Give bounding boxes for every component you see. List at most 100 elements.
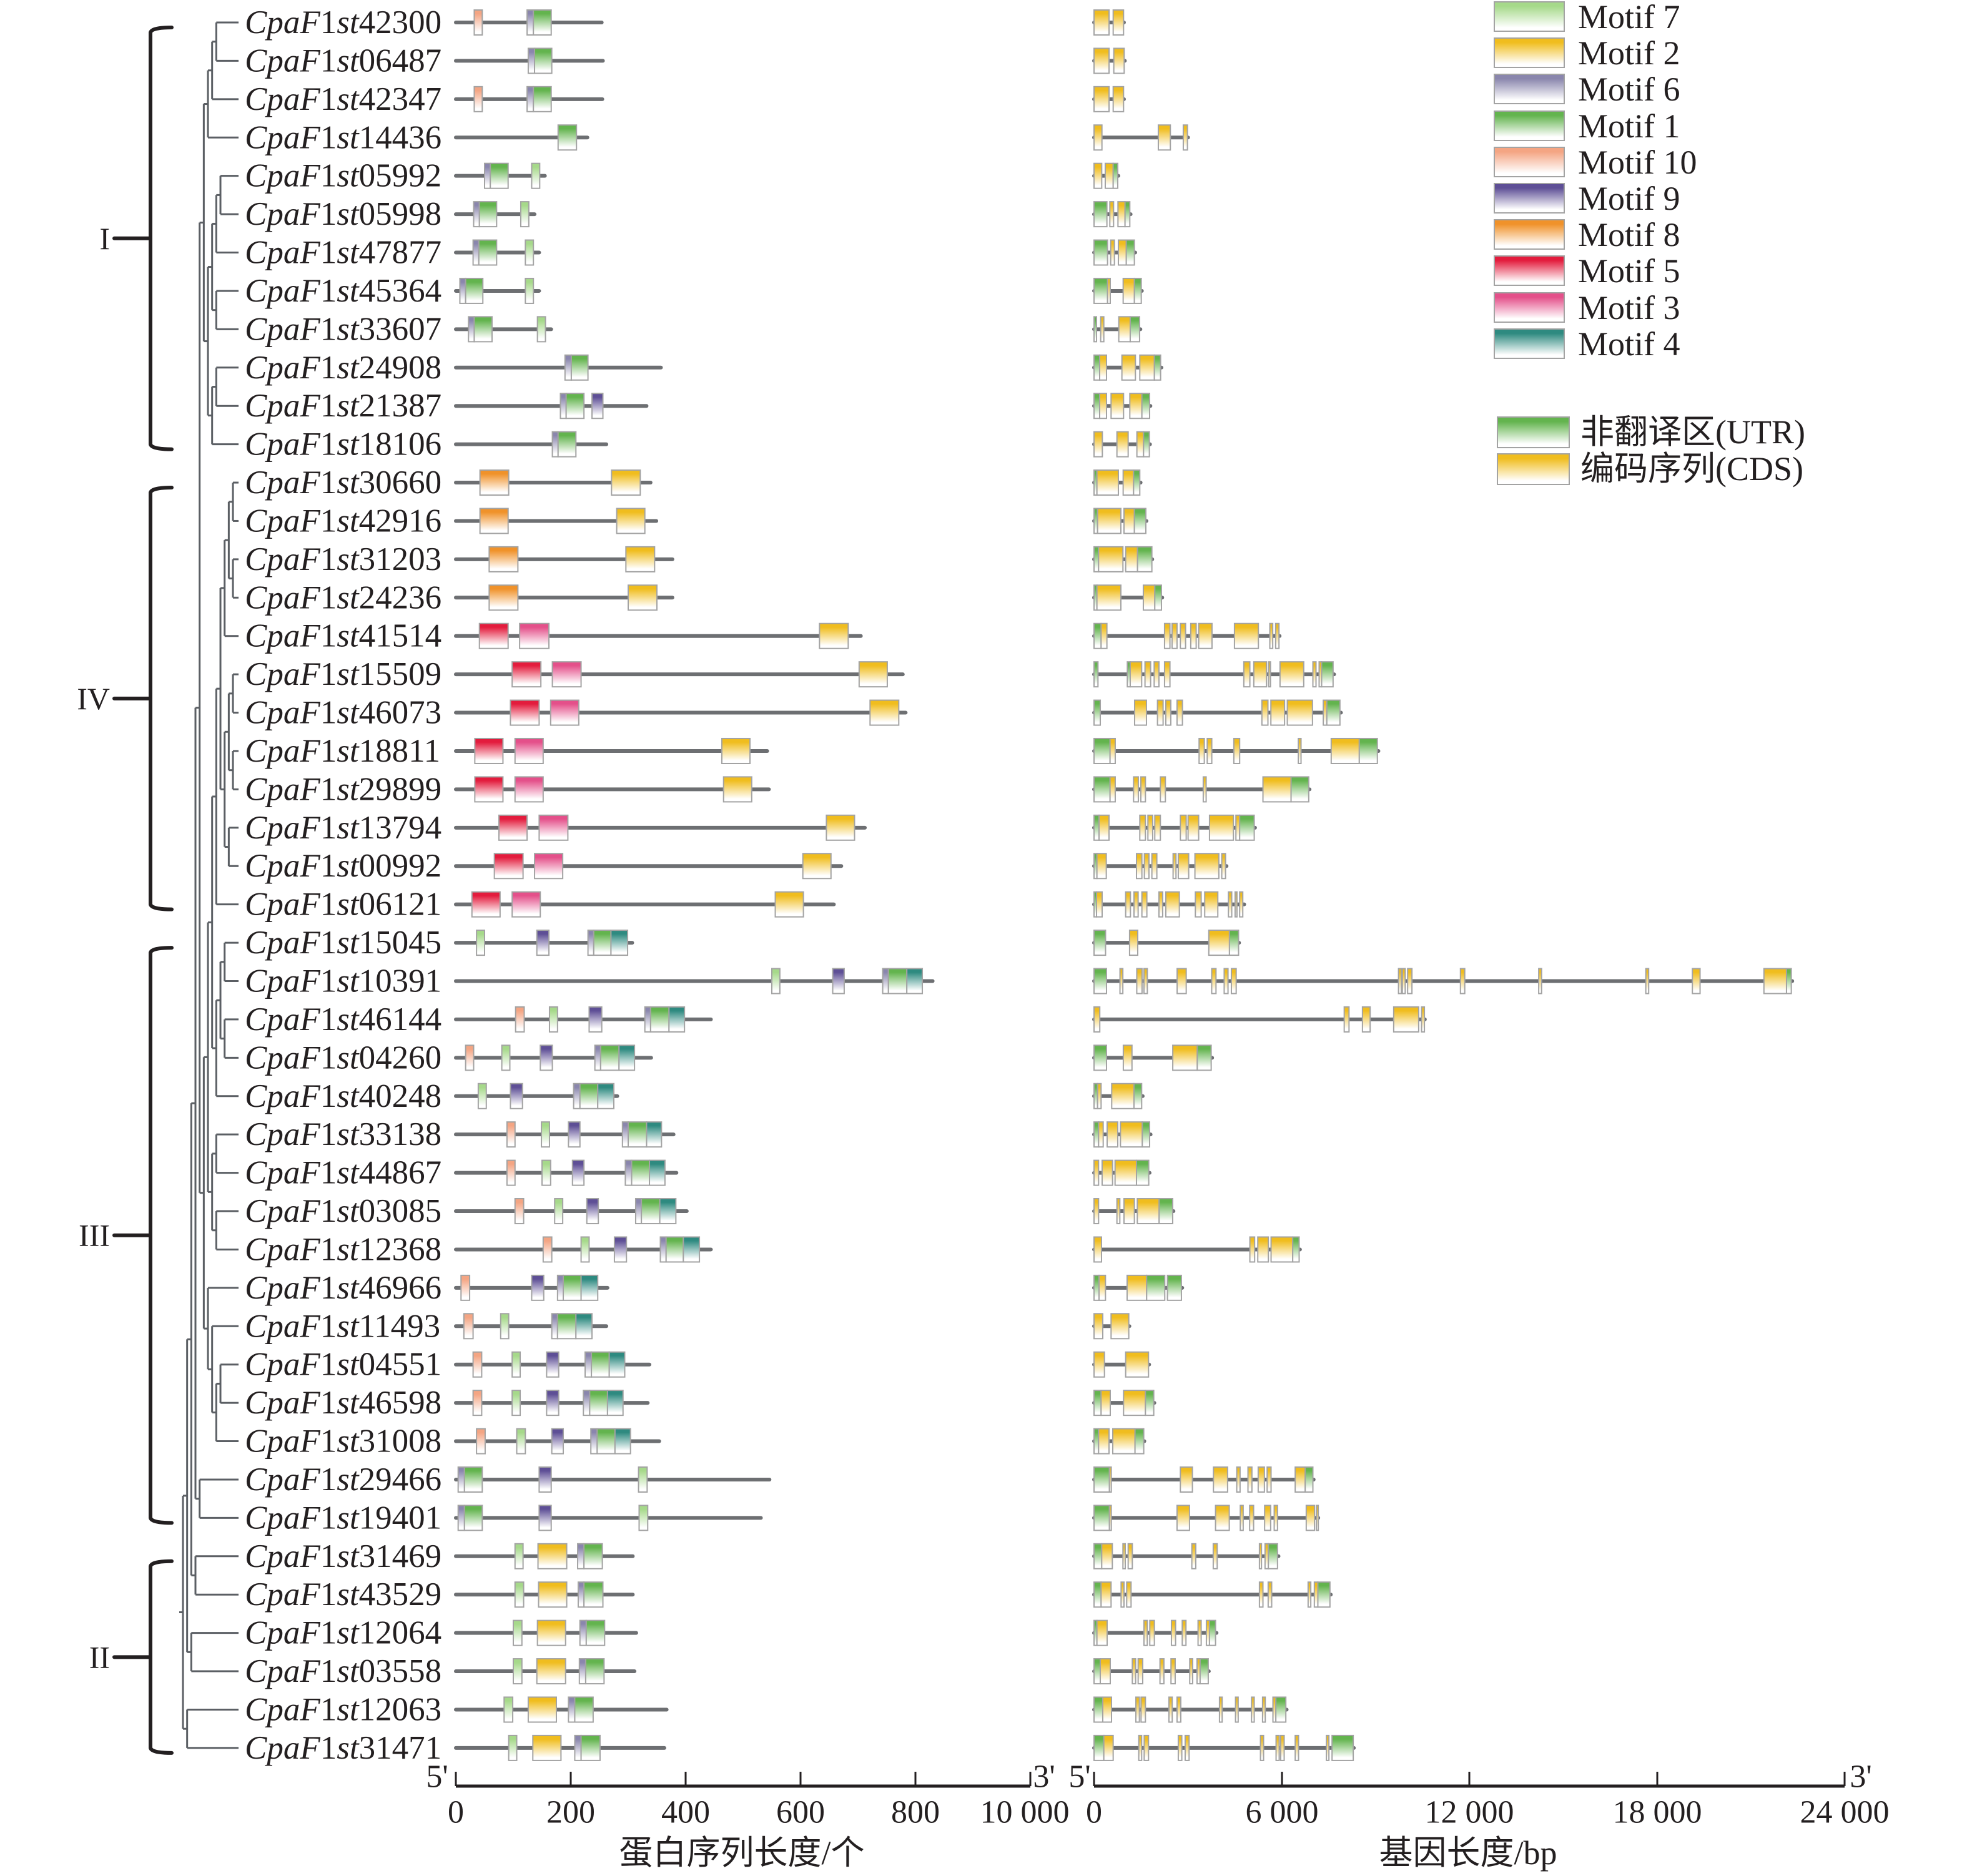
bracket-line bbox=[149, 1559, 174, 1755]
gene-name-roman-part: 1 bbox=[320, 311, 337, 347]
gene-row: CpaF1st06121 bbox=[245, 886, 1246, 923]
motif-2-box bbox=[774, 891, 804, 918]
gene-row: CpaF1st11493 bbox=[245, 1308, 1131, 1344]
gene-name-roman-part: 1 bbox=[320, 771, 337, 807]
gene-name-italic-part: st bbox=[337, 1538, 360, 1574]
motif-7-box bbox=[525, 277, 535, 304]
utr-box bbox=[1093, 814, 1100, 841]
gene-name: CpaF1st45364 bbox=[245, 273, 441, 309]
gene-name-roman-part: 1 bbox=[320, 158, 337, 194]
cds-box bbox=[1136, 431, 1145, 458]
cds-box bbox=[1172, 1044, 1198, 1071]
motif-7-box bbox=[580, 1236, 590, 1263]
gene-name-italic-part: CpaF bbox=[245, 1347, 320, 1383]
gene-structure-track bbox=[1092, 316, 1143, 343]
gene-row: CpaF1st42916 bbox=[245, 503, 1148, 539]
gene-row: CpaF1st12368 bbox=[245, 1231, 1302, 1267]
motif-4-box bbox=[668, 1006, 686, 1033]
gene-name-roman-part: 04551 bbox=[359, 1347, 442, 1383]
motif-10-box bbox=[473, 9, 483, 36]
motif-8-box bbox=[488, 584, 519, 611]
cds-box bbox=[1407, 968, 1413, 994]
motif-2-box bbox=[722, 776, 752, 803]
motif-3-box bbox=[551, 661, 582, 688]
motif-5-box bbox=[493, 853, 524, 880]
motif-9-box bbox=[538, 1505, 552, 1531]
motif-1-box bbox=[565, 393, 585, 420]
utr-box bbox=[1304, 1466, 1314, 1493]
cds-box bbox=[1258, 1543, 1263, 1569]
protein-motif-track bbox=[454, 1313, 609, 1340]
motif-10-box bbox=[476, 1428, 486, 1455]
cds-box bbox=[1093, 1198, 1100, 1225]
motif-9-box bbox=[568, 1121, 581, 1148]
legend-label: Motif 8 bbox=[1578, 216, 1680, 253]
gene-row: CpaF1st46966 bbox=[245, 1270, 1185, 1306]
utr-box bbox=[1093, 1121, 1100, 1148]
gene-structure-track bbox=[1092, 1581, 1333, 1608]
gene-name: CpaF1st41514 bbox=[245, 618, 441, 654]
gene-row: CpaF1st31203 bbox=[245, 541, 1155, 577]
cds-box bbox=[1233, 622, 1260, 649]
motif-1-box bbox=[490, 162, 509, 189]
motif-7-box bbox=[536, 316, 546, 343]
cds-box bbox=[1111, 1083, 1135, 1109]
gene-name: CpaF1st31008 bbox=[245, 1423, 441, 1460]
gene-structure-track bbox=[1092, 1198, 1176, 1225]
legend-item-motif-9: Motif 9 bbox=[1494, 180, 1680, 217]
cds-box bbox=[1119, 968, 1124, 994]
gene-name-roman-part: 31008 bbox=[359, 1423, 442, 1460]
cds-box bbox=[1140, 776, 1146, 803]
cds-box bbox=[1170, 1619, 1176, 1646]
protein-motif-track bbox=[454, 584, 674, 611]
motif-2-box bbox=[536, 1619, 566, 1646]
motif-7-box bbox=[508, 1734, 518, 1761]
group-bracket: III bbox=[79, 946, 174, 1525]
protein-motif-track bbox=[454, 47, 605, 74]
gene-row: CpaF1st19401 bbox=[245, 1500, 1321, 1536]
gene-name: CpaF1st44867 bbox=[245, 1155, 441, 1191]
bracket-line bbox=[149, 946, 174, 1525]
cds-box bbox=[1093, 124, 1103, 151]
motif-2-box bbox=[611, 469, 641, 496]
motif-6-box bbox=[468, 316, 475, 343]
motif-9-box bbox=[551, 1428, 564, 1455]
motif-1-box bbox=[628, 1121, 648, 1148]
cds-box bbox=[1247, 1466, 1253, 1493]
protein-motif-track bbox=[454, 1198, 689, 1225]
motif-9-box bbox=[591, 393, 604, 420]
legend-swatch bbox=[1494, 147, 1565, 177]
cds-box bbox=[1097, 1083, 1102, 1109]
gene-axis-start-label: 5' bbox=[1068, 1759, 1090, 1795]
cds-box bbox=[1176, 1505, 1190, 1531]
gene-name: CpaF1st43529 bbox=[245, 1576, 441, 1613]
group-label: I bbox=[99, 221, 110, 256]
gene-name-italic-part: st bbox=[337, 196, 360, 232]
gene-row: CpaF1st04551 bbox=[245, 1347, 1151, 1383]
legend-item-motif-6: Motif 6 bbox=[1494, 71, 1680, 108]
cds-box bbox=[1218, 1696, 1223, 1723]
protein-motif-track bbox=[454, 508, 659, 534]
gene-structure-track bbox=[1092, 930, 1241, 956]
cds-box bbox=[1208, 930, 1230, 956]
gene-row: CpaF1st33607 bbox=[245, 311, 1143, 347]
gene-name-roman-part: 1 bbox=[320, 1039, 337, 1076]
cds-box bbox=[1294, 1734, 1299, 1761]
cds-box bbox=[1279, 1734, 1285, 1761]
cds-box bbox=[1268, 661, 1271, 688]
gene-name-roman-part: 14436 bbox=[359, 119, 442, 155]
gene-structure-track bbox=[1092, 1505, 1321, 1531]
gene-name-italic-part: CpaF bbox=[245, 1001, 320, 1038]
motif-1-box bbox=[631, 1159, 651, 1186]
gene-name-italic-part: CpaF bbox=[245, 1576, 320, 1613]
gene-name-roman-part: 1 bbox=[320, 1385, 337, 1421]
cds-box bbox=[1100, 1658, 1112, 1685]
cds-box bbox=[1133, 699, 1147, 726]
utr-box bbox=[1143, 431, 1150, 458]
motif-4-box bbox=[597, 1083, 614, 1109]
gene-structure-track bbox=[1092, 968, 1795, 994]
gene-name-roman-part: 42300 bbox=[359, 4, 442, 41]
cds-box bbox=[1262, 776, 1292, 803]
motif-2-box bbox=[819, 622, 849, 649]
